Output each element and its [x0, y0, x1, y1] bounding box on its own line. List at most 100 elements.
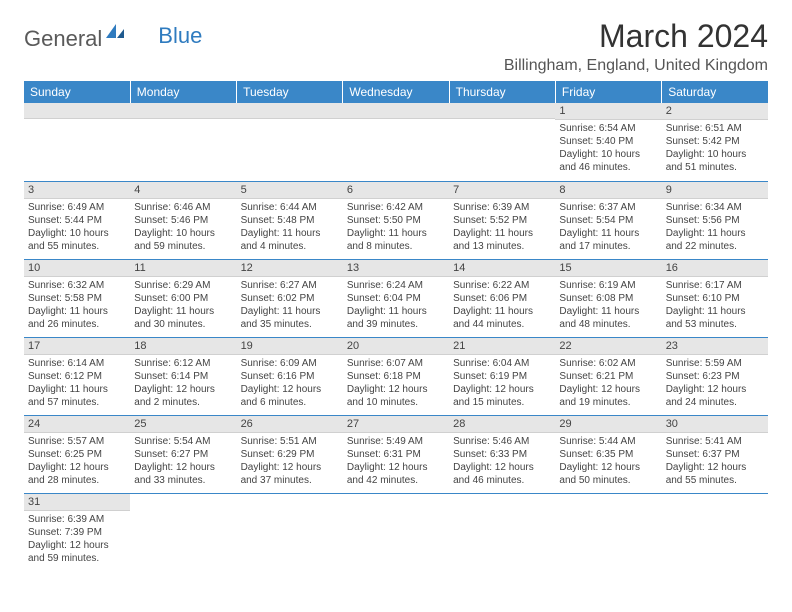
calendar-cell: 29Sunrise: 5:44 AMSunset: 6:35 PMDayligh… — [555, 415, 661, 493]
day-number: 29 — [555, 416, 661, 433]
day-number: 15 — [555, 260, 661, 277]
calendar-cell: 19Sunrise: 6:09 AMSunset: 6:16 PMDayligh… — [237, 337, 343, 415]
day-number: 13 — [343, 260, 449, 277]
day-number: 20 — [343, 338, 449, 355]
calendar-cell: 23Sunrise: 5:59 AMSunset: 6:23 PMDayligh… — [662, 337, 768, 415]
calendar-cell: 14Sunrise: 6:22 AMSunset: 6:06 PMDayligh… — [449, 259, 555, 337]
day-body: Sunrise: 6:24 AMSunset: 6:04 PMDaylight:… — [343, 277, 449, 333]
calendar-cell — [130, 493, 236, 571]
weekday-header: Saturday — [662, 81, 768, 103]
calendar-cell: 25Sunrise: 5:54 AMSunset: 6:27 PMDayligh… — [130, 415, 236, 493]
day-body: Sunrise: 6:27 AMSunset: 6:02 PMDaylight:… — [237, 277, 343, 333]
day-number: 7 — [449, 182, 555, 199]
page-header: General Blue March 2024 Billingham, Engl… — [24, 18, 768, 75]
day-body: Sunrise: 6:09 AMSunset: 6:16 PMDaylight:… — [237, 355, 343, 411]
day-number-empty — [24, 103, 130, 119]
day-body-empty — [237, 119, 343, 123]
calendar-cell — [343, 103, 449, 181]
calendar-cell: 1Sunrise: 6:54 AMSunset: 5:40 PMDaylight… — [555, 103, 661, 181]
day-number-empty — [237, 103, 343, 119]
logo-text-general: General — [24, 26, 102, 52]
day-number: 26 — [237, 416, 343, 433]
day-number: 11 — [130, 260, 236, 277]
calendar-cell — [662, 493, 768, 571]
calendar-body: 1Sunrise: 6:54 AMSunset: 5:40 PMDaylight… — [24, 103, 768, 571]
calendar-cell — [130, 103, 236, 181]
title-block: March 2024 Billingham, England, United K… — [504, 18, 768, 75]
day-body: Sunrise: 5:51 AMSunset: 6:29 PMDaylight:… — [237, 433, 343, 489]
day-number: 21 — [449, 338, 555, 355]
day-body: Sunrise: 6:04 AMSunset: 6:19 PMDaylight:… — [449, 355, 555, 411]
day-number: 18 — [130, 338, 236, 355]
day-body: Sunrise: 5:54 AMSunset: 6:27 PMDaylight:… — [130, 433, 236, 489]
day-body: Sunrise: 6:37 AMSunset: 5:54 PMDaylight:… — [555, 199, 661, 255]
calendar-cell — [343, 493, 449, 571]
day-number: 16 — [662, 260, 768, 277]
calendar-cell: 21Sunrise: 6:04 AMSunset: 6:19 PMDayligh… — [449, 337, 555, 415]
day-body: Sunrise: 5:41 AMSunset: 6:37 PMDaylight:… — [662, 433, 768, 489]
day-number: 5 — [237, 182, 343, 199]
day-number: 1 — [555, 103, 661, 120]
calendar-cell: 24Sunrise: 5:57 AMSunset: 6:25 PMDayligh… — [24, 415, 130, 493]
day-body: Sunrise: 6:51 AMSunset: 5:42 PMDaylight:… — [662, 120, 768, 176]
day-number: 2 — [662, 103, 768, 120]
calendar-cell: 10Sunrise: 6:32 AMSunset: 5:58 PMDayligh… — [24, 259, 130, 337]
calendar-row: 1Sunrise: 6:54 AMSunset: 5:40 PMDaylight… — [24, 103, 768, 181]
day-number: 24 — [24, 416, 130, 433]
day-number: 4 — [130, 182, 236, 199]
day-number: 9 — [662, 182, 768, 199]
day-body: Sunrise: 6:49 AMSunset: 5:44 PMDaylight:… — [24, 199, 130, 255]
weekday-header: Wednesday — [343, 81, 449, 103]
day-body: Sunrise: 6:46 AMSunset: 5:46 PMDaylight:… — [130, 199, 236, 255]
calendar-cell — [555, 493, 661, 571]
day-body-empty — [237, 494, 343, 498]
day-body: Sunrise: 6:39 AMSunset: 5:52 PMDaylight:… — [449, 199, 555, 255]
day-body: Sunrise: 6:02 AMSunset: 6:21 PMDaylight:… — [555, 355, 661, 411]
calendar-cell: 8Sunrise: 6:37 AMSunset: 5:54 PMDaylight… — [555, 181, 661, 259]
day-number: 19 — [237, 338, 343, 355]
calendar-cell: 17Sunrise: 6:14 AMSunset: 6:12 PMDayligh… — [24, 337, 130, 415]
day-body: Sunrise: 6:34 AMSunset: 5:56 PMDaylight:… — [662, 199, 768, 255]
calendar-cell — [24, 103, 130, 181]
day-body-empty — [662, 494, 768, 498]
calendar-cell: 27Sunrise: 5:49 AMSunset: 6:31 PMDayligh… — [343, 415, 449, 493]
weekday-header: Tuesday — [237, 81, 343, 103]
day-number-empty — [130, 103, 236, 119]
day-body: Sunrise: 5:49 AMSunset: 6:31 PMDaylight:… — [343, 433, 449, 489]
day-body: Sunrise: 6:12 AMSunset: 6:14 PMDaylight:… — [130, 355, 236, 411]
calendar-table: SundayMondayTuesdayWednesdayThursdayFrid… — [24, 81, 768, 571]
location-text: Billingham, England, United Kingdom — [504, 57, 768, 75]
day-body-empty — [555, 494, 661, 498]
calendar-cell: 31Sunrise: 6:39 AMSunset: 7:39 PMDayligh… — [24, 493, 130, 571]
day-body: Sunrise: 6:22 AMSunset: 6:06 PMDaylight:… — [449, 277, 555, 333]
calendar-cell: 15Sunrise: 6:19 AMSunset: 6:08 PMDayligh… — [555, 259, 661, 337]
calendar-cell: 13Sunrise: 6:24 AMSunset: 6:04 PMDayligh… — [343, 259, 449, 337]
day-body: Sunrise: 6:54 AMSunset: 5:40 PMDaylight:… — [555, 120, 661, 176]
calendar-cell — [237, 103, 343, 181]
calendar-row: 10Sunrise: 6:32 AMSunset: 5:58 PMDayligh… — [24, 259, 768, 337]
day-number: 10 — [24, 260, 130, 277]
calendar-cell: 30Sunrise: 5:41 AMSunset: 6:37 PMDayligh… — [662, 415, 768, 493]
day-body: Sunrise: 6:19 AMSunset: 6:08 PMDaylight:… — [555, 277, 661, 333]
day-number: 3 — [24, 182, 130, 199]
calendar-cell: 4Sunrise: 6:46 AMSunset: 5:46 PMDaylight… — [130, 181, 236, 259]
day-body-empty — [130, 119, 236, 123]
logo-sail-icon — [104, 22, 126, 45]
calendar-cell: 2Sunrise: 6:51 AMSunset: 5:42 PMDaylight… — [662, 103, 768, 181]
calendar-cell — [449, 493, 555, 571]
day-number: 28 — [449, 416, 555, 433]
calendar-cell: 22Sunrise: 6:02 AMSunset: 6:21 PMDayligh… — [555, 337, 661, 415]
logo: General Blue — [24, 22, 202, 55]
weekday-header-row: SundayMondayTuesdayWednesdayThursdayFrid… — [24, 81, 768, 103]
day-number: 25 — [130, 416, 236, 433]
weekday-header: Thursday — [449, 81, 555, 103]
day-body: Sunrise: 6:29 AMSunset: 6:00 PMDaylight:… — [130, 277, 236, 333]
day-number: 22 — [555, 338, 661, 355]
calendar-cell: 18Sunrise: 6:12 AMSunset: 6:14 PMDayligh… — [130, 337, 236, 415]
day-body-empty — [449, 119, 555, 123]
calendar-cell: 7Sunrise: 6:39 AMSunset: 5:52 PMDaylight… — [449, 181, 555, 259]
weekday-header: Sunday — [24, 81, 130, 103]
calendar-row: 3Sunrise: 6:49 AMSunset: 5:44 PMDaylight… — [24, 181, 768, 259]
day-body-empty — [130, 494, 236, 498]
day-number: 17 — [24, 338, 130, 355]
